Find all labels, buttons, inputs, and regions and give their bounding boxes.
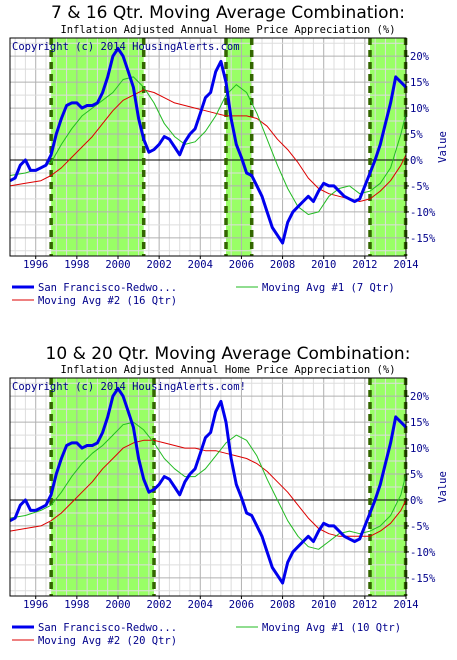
legend-label-ma1: Moving Avg #1 (7 Qtr) xyxy=(262,282,395,294)
y-axis-label: Value xyxy=(437,471,449,503)
y-axis-label: Value xyxy=(437,131,449,163)
series-line-0 xyxy=(9,386,408,585)
x-tick-label: 2012 xyxy=(352,259,377,271)
x-tick-label: 2006 xyxy=(229,599,254,611)
x-tick-label: 1998 xyxy=(64,259,89,271)
y-tick-label: 10% xyxy=(410,103,430,115)
y-tick-label: -15% xyxy=(410,573,436,585)
x-tick-label: 2004 xyxy=(188,599,213,611)
y-tick-label: -5% xyxy=(410,181,430,193)
y-tick-label: 0% xyxy=(410,155,423,167)
x-tick-label: 2002 xyxy=(146,259,171,271)
x-tick-label: 2008 xyxy=(270,259,295,271)
chart-panel-1: 7 & 16 Qtr. Moving Average Combination: I… xyxy=(0,0,457,320)
chart-subtitle: Inflation Adjusted Annual Home Price App… xyxy=(60,364,395,376)
x-tick-label: 2008 xyxy=(270,599,295,611)
y-tick-label: -10% xyxy=(410,207,436,219)
y-tick-label: 10% xyxy=(410,443,430,455)
x-tick-label: 1996 xyxy=(23,599,48,611)
x-tick-label: 2000 xyxy=(105,259,130,271)
y-tick-label: -15% xyxy=(410,233,436,245)
y-tick-label: -10% xyxy=(410,547,436,559)
chart-title: 10 & 20 Qtr. Moving Average Combination: xyxy=(46,344,411,364)
x-tick-label: 2014 xyxy=(393,259,418,271)
chart-subtitle: Inflation Adjusted Annual Home Price App… xyxy=(60,24,395,36)
x-tick-label: 1998 xyxy=(64,599,89,611)
legend-label-main: San Francisco-Redwo... xyxy=(38,622,177,634)
x-tick-label: 2000 xyxy=(105,599,130,611)
x-tick-label: 2002 xyxy=(146,599,171,611)
series-line-1 xyxy=(9,421,407,550)
y-tick-label: -5% xyxy=(410,521,430,533)
x-tick-label: 2010 xyxy=(311,259,336,271)
y-tick-label: 5% xyxy=(410,469,423,481)
legend-label-ma2: Moving Avg #2 (20 Qtr) xyxy=(38,635,177,647)
x-tick-label: 2012 xyxy=(352,599,377,611)
x-tick-label: 2010 xyxy=(311,599,336,611)
legend-label-main: San Francisco-Redwo... xyxy=(38,282,177,294)
legend-label-ma1: Moving Avg #1 (10 Qtr) xyxy=(262,622,401,634)
legend-label-ma2: Moving Avg #2 (16 Qtr) xyxy=(38,295,177,307)
y-tick-label: 0% xyxy=(410,495,423,507)
y-tick-label: 15% xyxy=(410,77,430,89)
x-tick-label: 2014 xyxy=(393,599,418,611)
y-tick-label: 15% xyxy=(410,417,430,429)
y-tick-label: 20% xyxy=(410,51,430,63)
chart-title: 7 & 16 Qtr. Moving Average Combination: xyxy=(51,3,405,23)
chart-panel-2: 10 & 20 Qtr. Moving Average Combination:… xyxy=(0,340,457,660)
copyright-text: Copyright (c) 2014 HousingAlerts.com xyxy=(12,41,240,53)
series-line-1 xyxy=(9,76,407,215)
x-tick-label: 1996 xyxy=(23,259,48,271)
chart-svg-2: 10 & 20 Qtr. Moving Average Combination:… xyxy=(9,344,449,647)
plot-border xyxy=(9,377,407,597)
y-tick-label: 5% xyxy=(410,129,423,141)
x-tick-label: 2004 xyxy=(188,259,213,271)
plot-border xyxy=(9,37,407,257)
chart-svg-1: 7 & 16 Qtr. Moving Average Combination:I… xyxy=(9,3,449,307)
series-line-0 xyxy=(9,46,408,245)
y-tick-label: 20% xyxy=(410,391,430,403)
x-tick-label: 2006 xyxy=(229,259,254,271)
copyright-text: Copyright (c) 2014 HousingAlerts.com! xyxy=(12,381,246,393)
